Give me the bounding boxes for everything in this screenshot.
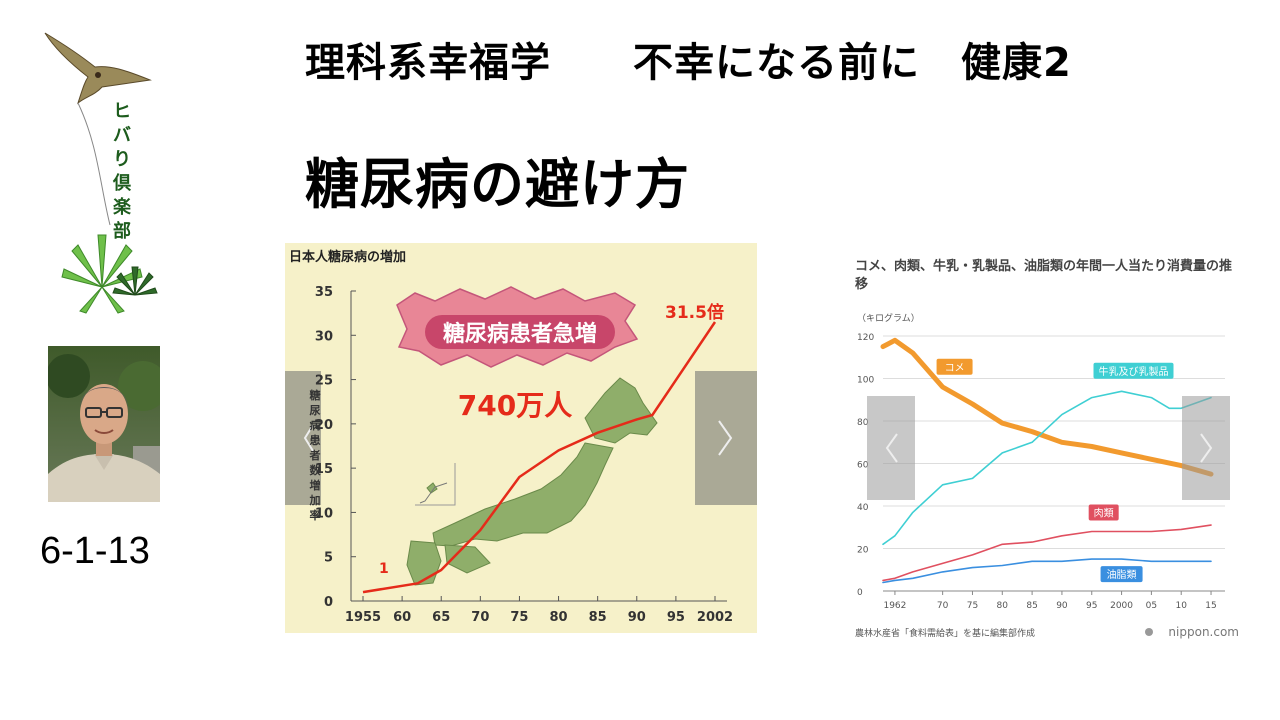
chart1-x-tick-label: 1955 <box>345 610 381 625</box>
chart2-x-tick-label: 75 <box>967 601 978 611</box>
chart2-x-tick-label: 2000 <box>1110 601 1133 611</box>
chart2-unit: （キログラム） <box>857 312 920 324</box>
chart1-x-tick-label: 95 <box>667 610 685 625</box>
bird-icon <box>44 32 152 105</box>
chart2-series-label: 肉類 <box>1094 507 1114 520</box>
chart1-ylabel-char: 病 <box>310 418 321 432</box>
chart2-x-tick-label: 90 <box>1056 601 1068 611</box>
chart1-title: 日本人糖尿病の増加 <box>289 249 406 265</box>
chart1-ylabel-char: 尿 <box>310 404 321 417</box>
chart2-x-tick-label: 95 <box>1086 601 1097 611</box>
chart2-y-tick-label: 120 <box>857 333 874 343</box>
chart1-ylabel-char: 者 <box>309 448 321 462</box>
chart1-x-tick-label: 80 <box>550 610 568 625</box>
chart2-series-line-2 <box>882 524 1212 582</box>
chart2-x-tick-label: 80 <box>997 601 1009 611</box>
chevron-left-icon <box>303 424 314 452</box>
chart2-series-line-0 <box>880 337 1214 477</box>
chart1-ylabel-char: 増 <box>310 478 321 492</box>
chart1-next-button[interactable] <box>695 371 757 505</box>
chart1-x-tick-label: 60 <box>393 610 411 625</box>
chart1-start-label: 1 <box>379 561 389 577</box>
hibari-club-logo <box>44 32 158 314</box>
chart2-x-tick-label: 85 <box>1026 601 1037 611</box>
chart2-y-tick-label: 0 <box>857 588 863 598</box>
chart2-series-label: 牛乳及び乳製品 <box>1099 365 1169 378</box>
chart1-ylabel-char: 率 <box>310 508 321 522</box>
kite-string <box>77 102 111 226</box>
chart2-series-label-box <box>1093 362 1174 379</box>
nippon-logo-icon <box>1145 628 1153 636</box>
speaker-photo <box>48 346 160 502</box>
lecture-code: 6-1-13 <box>40 530 150 572</box>
chart1-y-tick-label: 20 <box>315 418 333 433</box>
chart1-x-tick-label: 2002 <box>697 610 733 625</box>
chevron-left-icon <box>885 433 898 463</box>
chart1-y-tick-label: 10 <box>315 506 333 521</box>
chevron-right-icon <box>718 420 733 456</box>
chart1-x-tick-label: 70 <box>471 610 489 625</box>
chart2-title: コメ、肉類、牛乳・乳製品、油脂類の年間一人当たり消費量の推移 <box>855 259 1233 292</box>
hemp-leaf-icon <box>61 234 158 314</box>
chart1-y-tick-label: 35 <box>315 285 333 300</box>
chart2-y-tick-label: 40 <box>857 503 869 513</box>
chart2-series-label: 油脂類 <box>1107 568 1137 581</box>
chart1-prev-button[interactable] <box>285 371 321 505</box>
chart1-series-line <box>362 321 717 594</box>
chart2-series-label-box <box>1100 566 1143 583</box>
food-consumption-chart: コメ、肉類、牛乳・乳製品、油脂類の年間一人当たり消費量の推移 （キログラム） 0… <box>855 258 1240 643</box>
chart2-y-tick-label: 60 <box>857 461 869 471</box>
chart1-y-tick-label: 30 <box>315 329 333 344</box>
chart1-x-tick-label: 90 <box>628 610 646 625</box>
chart1-ylabel-char: 加 <box>309 493 321 507</box>
chart1-end-label: 31.5倍 <box>665 302 724 323</box>
chart2-x-tick-label: 15 <box>1205 601 1216 611</box>
chart2-x-tick-label: 10 <box>1175 601 1187 611</box>
chart1-y-tick-label: 5 <box>324 551 333 566</box>
chart1-y-tick-label: 25 <box>315 374 333 389</box>
chart1-x-tick-label: 75 <box>510 610 528 625</box>
chart1-x-tick-label: 85 <box>589 610 607 625</box>
chart2-series-line-3 <box>882 558 1212 584</box>
chart2-series-line-1 <box>882 390 1212 546</box>
chart1-ylabel-char: 数 <box>310 463 322 477</box>
chevron-right-icon <box>1200 433 1213 463</box>
chart1-banner <box>396 286 639 368</box>
chart1-y-tick-label: 0 <box>324 595 333 610</box>
chart2-series-label-box <box>936 358 973 375</box>
club-name: ヒ バ り 倶 楽 部 <box>113 101 131 242</box>
chart1-x-tick-label: 65 <box>432 610 450 625</box>
chart1-y-tick-label: 15 <box>315 462 333 477</box>
page-title: 糖尿病の避け方 <box>305 153 690 216</box>
chart2-y-tick-label: 100 <box>857 376 874 386</box>
chart1-ylabel-char: 患 <box>310 433 321 447</box>
chart2-credit: nippon.com <box>1168 625 1239 639</box>
chart1-count-label: 740万人 <box>458 389 572 422</box>
chart2-y-tick-label: 80 <box>857 418 869 428</box>
chart1-banner-text: 糖尿病患者急増 <box>443 321 597 347</box>
chart2-source: 農林水産省「食料需給表」を基に編集部作成 <box>855 627 1035 639</box>
chart2-series-label-box <box>1088 504 1119 521</box>
chart2-x-tick-label: 70 <box>937 601 949 611</box>
chart2-x-tick-label: 05 <box>1146 601 1157 611</box>
chart1-ylabel-char: 糖 <box>310 388 321 402</box>
header-title: 理科系幸福学 不幸になる前に 健康2 <box>305 40 1072 86</box>
japan-map-illustration <box>406 377 658 586</box>
chart2-prev-button[interactable] <box>867 396 915 500</box>
chart2-y-tick-label: 20 <box>857 546 869 556</box>
chart2-x-tick-label: 1962 <box>883 601 906 611</box>
chart2-series-label: コメ <box>945 363 965 374</box>
chart2-next-button[interactable] <box>1182 396 1230 500</box>
